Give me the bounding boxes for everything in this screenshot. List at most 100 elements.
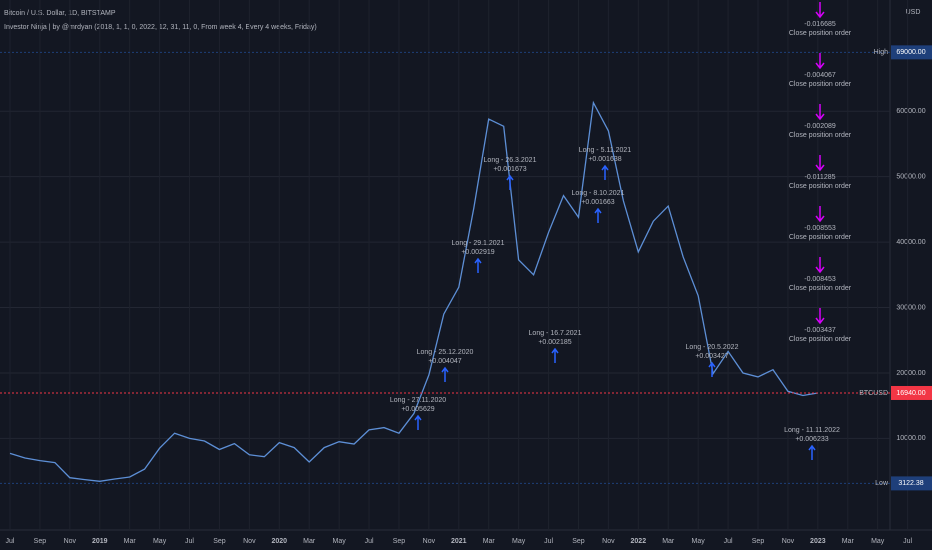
price-line <box>9 100 818 482</box>
long-label: Long - 20.5.2022 <box>686 344 739 351</box>
x-tick-label: Jul <box>185 538 194 545</box>
long-label: Long - 29.1.2021 <box>452 240 505 247</box>
x-tick-label: Jul <box>724 538 733 545</box>
long-result: +0.004047 <box>428 358 461 365</box>
close-label: Close position order <box>789 30 852 37</box>
x-tick-label: Jul <box>365 538 374 545</box>
x-tick-label: Sep <box>213 538 226 545</box>
x-tick-label: 2020 <box>271 538 287 545</box>
price-tag <box>891 476 932 491</box>
x-tick-label: May <box>333 538 347 545</box>
price-tag <box>891 45 932 60</box>
x-tick-label: Sep <box>34 538 47 545</box>
x-tick-label: Nov <box>243 538 256 545</box>
close-change: -0.016685 <box>804 21 836 28</box>
x-tick-label: Mar <box>303 538 316 545</box>
long-arrow <box>708 361 716 377</box>
long-result: +0.002919 <box>461 249 494 256</box>
x-tick-label: May <box>692 538 706 545</box>
close-change: -0.008453 <box>804 276 836 283</box>
long-arrow <box>551 347 559 363</box>
long-arrow <box>601 164 609 180</box>
close-arrow <box>815 257 825 274</box>
price-tag-value: 69000.00 <box>896 49 925 56</box>
x-tick-label: Jul <box>903 538 912 545</box>
x-tick-label: Sep <box>393 538 406 545</box>
long-label: Long - 11.11.2022 <box>784 427 840 434</box>
close-label: Close position order <box>789 336 852 343</box>
long-result: +0.005629 <box>401 406 434 413</box>
currency: USD <box>906 9 921 16</box>
chart-title: Bitcoin / U.S. Dollar, 1D, BITSTAMP <box>4 10 116 17</box>
x-tick-label: May <box>871 538 885 545</box>
y-tick-label: 50000.00 <box>896 174 925 181</box>
x-tick-label: Mar <box>483 538 496 545</box>
price-tag-name: BTCUSD <box>859 390 888 397</box>
y-tick-label: 60000.00 <box>896 108 925 115</box>
close-label: Close position order <box>789 285 852 292</box>
long-label: Long - 16.7.2021 <box>529 330 582 337</box>
x-tick-label: May <box>153 538 167 545</box>
y-tick-label: 20000.00 <box>896 370 925 377</box>
x-tick-label: Mar <box>124 538 137 545</box>
close-arrow <box>815 104 825 121</box>
close-arrow <box>815 2 825 19</box>
long-arrow <box>594 207 602 223</box>
y-tick-label: 30000.00 <box>896 304 925 311</box>
long-arrow <box>441 366 449 382</box>
long-result: +0.001673 <box>493 166 526 173</box>
x-tick-label: Nov <box>423 538 436 545</box>
close-change: -0.004067 <box>804 72 836 79</box>
x-tick-label: Nov <box>782 538 795 545</box>
x-tick-label: 2021 <box>451 538 467 545</box>
close-label: Close position order <box>789 81 852 88</box>
chart-subtitle: Investor Ninja | by @mrdyan (2018, 1, 1,… <box>4 24 317 31</box>
long-arrow <box>474 257 482 273</box>
x-tick-label: 2019 <box>92 538 108 545</box>
x-tick-label: Mar <box>662 538 675 545</box>
x-tick-label: Nov <box>602 538 615 545</box>
price-tag-name: High <box>874 49 889 56</box>
y-tick-label: 40000.00 <box>896 239 925 246</box>
long-arrow <box>506 174 514 190</box>
x-tick-label: Nov <box>64 538 77 545</box>
close-arrow <box>815 206 825 223</box>
long-result: +0.001663 <box>581 199 614 206</box>
price-tag-value: 3122.38 <box>898 480 923 487</box>
x-tick-label: Sep <box>752 538 765 545</box>
close-change: -0.011285 <box>804 174 835 181</box>
close-change: -0.002089 <box>804 123 836 130</box>
close-arrow <box>815 308 825 325</box>
x-tick-label: Sep <box>572 538 585 545</box>
long-result: +0.006233 <box>795 436 828 443</box>
x-tick-label: 2022 <box>631 538 647 545</box>
close-change: -0.008553 <box>804 225 836 232</box>
x-tick-label: Mar <box>842 538 855 545</box>
close-label: Close position order <box>789 132 852 139</box>
long-result: +0.001638 <box>588 156 621 163</box>
x-tick-label: May <box>512 538 526 545</box>
close-change: -0.003437 <box>804 327 836 334</box>
long-result: +0.002185 <box>538 339 571 346</box>
x-tick-label: Jul <box>6 538 15 545</box>
long-label: Long - 5.11.2021 <box>579 147 632 154</box>
long-arrow <box>414 414 422 430</box>
close-label: Close position order <box>789 234 852 241</box>
x-tick-label: 2023 <box>810 538 826 545</box>
close-arrow <box>815 53 825 70</box>
close-label: Close position order <box>789 183 852 190</box>
long-label: Long - 27.11.2020 <box>390 397 446 404</box>
y-tick-label: 10000.00 <box>896 435 925 442</box>
price-tag <box>891 385 932 400</box>
price-tag-value: 16940.00 <box>896 390 925 397</box>
long-label: Long - 26.3.2021 <box>484 157 537 164</box>
long-label: Long - 25.12.2020 <box>417 349 474 356</box>
price-tag-name: Low <box>875 480 889 487</box>
x-tick-label: Jul <box>544 538 553 545</box>
long-arrow <box>808 444 816 460</box>
long-label: Long - 8.10.2021 <box>572 190 625 197</box>
long-result: +0.003427 <box>695 353 728 360</box>
